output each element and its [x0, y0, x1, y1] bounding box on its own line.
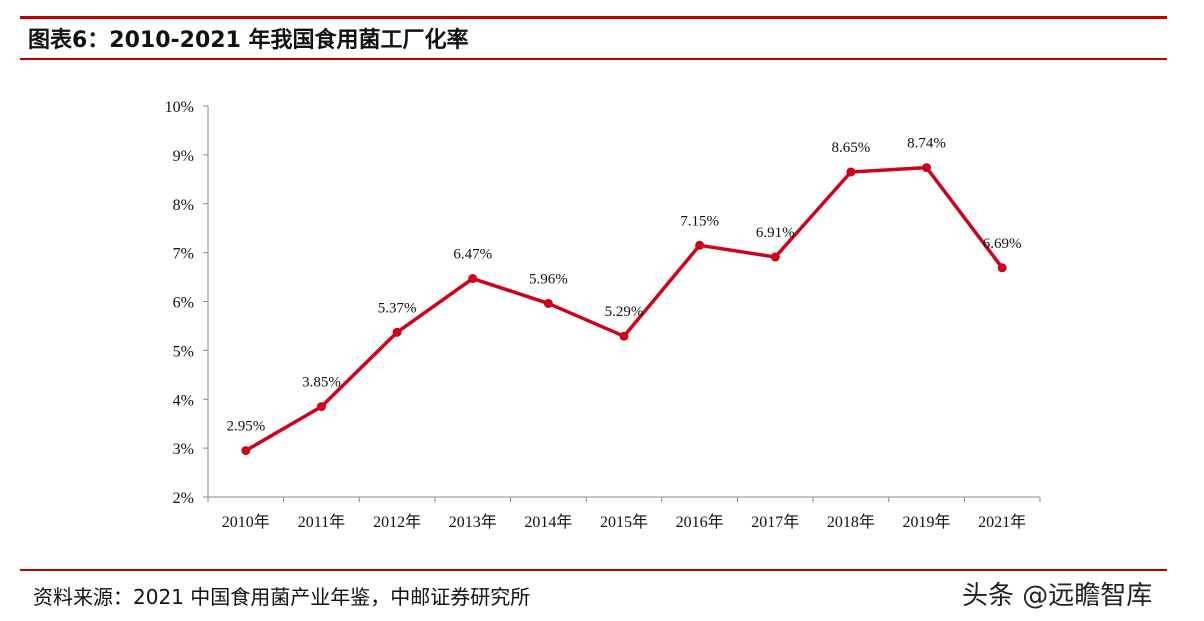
data-label: 7.15%: [680, 213, 719, 229]
x-tick-label: 2017年: [751, 513, 799, 531]
data-point: [619, 331, 629, 341]
y-tick-label: 4%: [173, 392, 194, 409]
data-point: [392, 327, 402, 337]
data-point: [846, 167, 856, 177]
y-axis-ticks: 2% 3% 4% 5% 6% 7% 8% 9% 10%: [165, 99, 208, 507]
data-label: 6.47%: [453, 247, 492, 263]
x-tick-label: 2015年: [600, 513, 648, 531]
figure-title: 图表6：2010-2021 年我国食用菌工厂化率: [28, 28, 469, 53]
bottom-rule: [20, 569, 1167, 571]
data-label: 8.74%: [907, 136, 946, 152]
x-tick-label: 2012年: [373, 513, 421, 531]
data-label: 5.96%: [529, 271, 568, 287]
data-label: 6.69%: [983, 236, 1022, 252]
y-tick-label: 6%: [173, 295, 194, 312]
x-tick-label: 2013年: [449, 513, 497, 531]
data-point: [316, 402, 326, 412]
y-tick-label: 7%: [173, 246, 194, 263]
data-point: [922, 163, 932, 173]
x-tick-label: 2011年: [298, 513, 345, 531]
y-tick-label: 3%: [173, 441, 194, 458]
data-point: [695, 240, 705, 250]
y-tick-label: 2%: [173, 490, 194, 507]
data-labels: 2.95% 3.85% 5.37% 6.47% 5.96% 5.29% 7.15% 6.91%…: [226, 136, 1021, 435]
x-tick-label: 2014年: [524, 513, 572, 531]
top-rule: [20, 16, 1167, 19]
x-tick-label: 2016年: [676, 513, 724, 531]
x-tick-label: 2019年: [903, 513, 951, 531]
data-label: 6.91%: [756, 225, 795, 241]
data-label: 3.85%: [302, 375, 341, 391]
data-label: 8.65%: [832, 140, 871, 156]
y-tick-label: 8%: [173, 197, 194, 214]
y-tick-label: 10%: [165, 99, 194, 116]
chart-axes: [207, 106, 1040, 498]
title-rule: [20, 58, 1167, 60]
data-point: [543, 298, 553, 308]
data-point: [241, 446, 251, 456]
data-label: 2.95%: [226, 419, 265, 435]
data-point: [770, 252, 780, 262]
x-tick-label: 2018年: [827, 513, 875, 531]
y-tick-label: 9%: [173, 148, 194, 165]
data-points: [241, 163, 1007, 456]
data-label: 5.29%: [605, 304, 644, 320]
data-point: [468, 274, 478, 284]
y-tick-label: 5%: [173, 343, 194, 360]
data-label: 5.37%: [378, 300, 417, 316]
x-tick-label: 2010年: [222, 513, 270, 531]
data-point: [997, 263, 1007, 273]
watermark: 头条 @远瞻智库: [962, 581, 1153, 611]
x-axis-ticks: 2010年 2011年 2012年 2013年 2014年 2015年 2016年 2017年…: [207, 497, 1041, 531]
x-tick-label: 2021年: [978, 513, 1026, 531]
source-note: 资料来源：2021 中国食用菌产业年鉴，中邮证券研究所: [33, 585, 531, 609]
